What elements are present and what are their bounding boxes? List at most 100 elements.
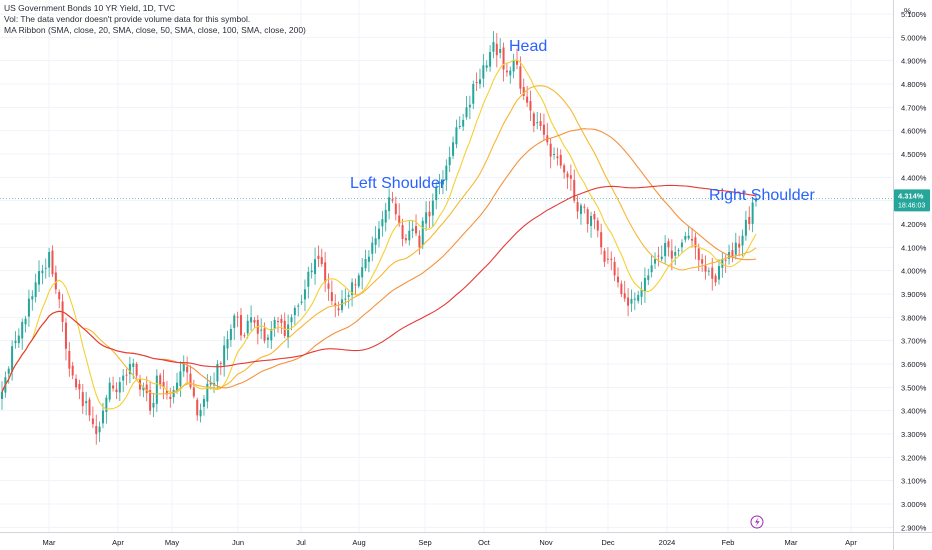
candle-body (691, 238, 694, 241)
candle-body (327, 283, 330, 289)
candle-body (34, 282, 37, 298)
candle-body (41, 270, 44, 274)
candle-body (78, 384, 81, 390)
price-tick-label: 5.100% (901, 10, 927, 19)
candle-body (169, 396, 172, 399)
candle-body (606, 258, 609, 260)
price-tick-label: 4.200% (901, 220, 927, 229)
candle-body (620, 283, 623, 294)
candle-body (51, 250, 54, 275)
candle-body (280, 318, 283, 323)
candle-body (586, 209, 589, 224)
candle-body (17, 335, 20, 344)
candle-body (95, 426, 98, 434)
sma-20-line (1, 59, 757, 410)
candle-body (91, 418, 94, 425)
price-tick-label: 5.000% (901, 33, 927, 42)
candle-body (98, 426, 101, 433)
lightning-bolt-icon[interactable] (750, 515, 764, 529)
candle-body (347, 295, 350, 297)
candle-body (128, 364, 131, 375)
candle-body (707, 270, 710, 272)
candle-body (566, 173, 569, 178)
candle-body (694, 237, 697, 248)
candle-body (209, 382, 212, 385)
candle-body (27, 298, 30, 317)
candle-body (310, 270, 313, 273)
candle-body (593, 213, 596, 220)
candle-body (472, 84, 475, 104)
candle-body (489, 52, 492, 67)
chart-legend: US Government Bonds 10 YR Yield, 1D, TVC… (4, 3, 306, 36)
time-tick-label: Feb (722, 538, 735, 547)
candle-body (371, 242, 374, 254)
candle-body (149, 390, 152, 411)
legend-title: US Government Bonds 10 YR Yield, 1D, TVC (4, 3, 176, 13)
candle-body (354, 284, 357, 286)
candle-body (415, 226, 418, 234)
candle-body (152, 402, 155, 408)
candle-body (441, 180, 444, 185)
candle-body (526, 96, 529, 103)
candle-body (44, 267, 47, 269)
candle-body (58, 292, 61, 300)
candle-body (590, 215, 593, 226)
candle-body (216, 364, 219, 382)
candle-body (31, 296, 34, 300)
annotation-right-shoulder: Right Shoulder (709, 187, 816, 204)
candle-body (684, 235, 687, 240)
candle-body (287, 324, 290, 338)
candle-body (465, 107, 468, 118)
candle-body (122, 375, 125, 381)
candle-body (142, 387, 145, 391)
candle-body (68, 350, 71, 369)
candle-body (553, 154, 556, 155)
candle-body (731, 250, 734, 257)
candle-body (196, 399, 199, 416)
candle-body (596, 220, 599, 231)
candle-body (711, 267, 714, 279)
candle-body (176, 382, 179, 392)
time-tick-label: Dec (601, 538, 615, 547)
time-tick-label: Mar (43, 538, 56, 547)
candle-body (532, 113, 535, 126)
candle-body (179, 371, 182, 387)
price-axis-labels: 5.100% 5.000% 4.900% 4.800% 4.700% 4.600% 4.50… (901, 10, 927, 532)
candle-body (263, 328, 266, 341)
price-tick-label: 3.900% (901, 290, 927, 299)
price-tick-label: 4.900% (901, 57, 927, 66)
candle-body (226, 339, 229, 349)
candle-body (670, 250, 673, 259)
candle-body (754, 198, 758, 202)
candle-body (425, 212, 428, 224)
candle-body (273, 319, 276, 329)
candle-body (159, 375, 162, 386)
candle-body (374, 238, 377, 245)
candle-body (738, 243, 741, 248)
candle-body (529, 101, 532, 111)
candle-body (105, 397, 108, 412)
candle-body (637, 295, 640, 301)
candle-body (344, 298, 347, 300)
price-tick-label: 3.000% (901, 500, 927, 509)
candle-body (687, 235, 690, 239)
candle-body (478, 79, 481, 84)
price-tick-label: 3.700% (901, 337, 927, 346)
candle-body (38, 271, 41, 285)
candle-body (307, 271, 310, 287)
time-tick-label: Jun (232, 538, 244, 547)
candle-body (741, 235, 744, 246)
candle-body (664, 242, 667, 257)
candle-body (233, 315, 236, 328)
candle-body (0, 392, 4, 399)
candle-body (165, 390, 168, 395)
candle-body (519, 66, 522, 89)
price-tick-label: 3.100% (901, 477, 927, 486)
price-tick-label: 3.300% (901, 430, 927, 439)
candle-body (277, 321, 280, 323)
time-tick-label: Nov (539, 538, 553, 547)
candle-body (515, 59, 519, 65)
candle-body (647, 275, 650, 280)
price-axis-unit: % (904, 7, 912, 16)
